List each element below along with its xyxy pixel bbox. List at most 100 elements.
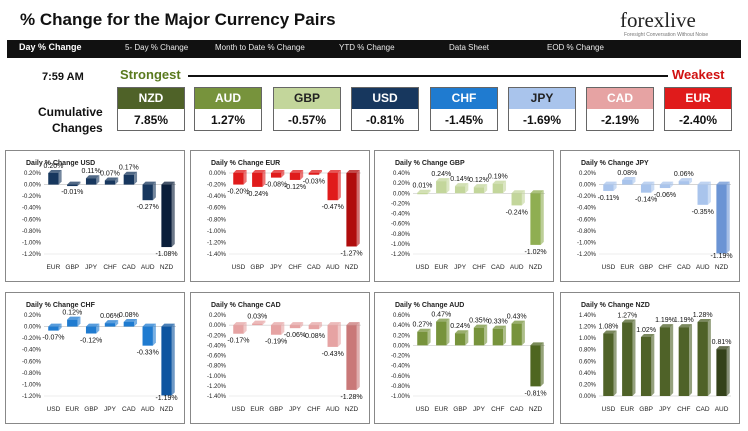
- forexlive-logo[interactable]: forexlive Foresight Conversation Without…: [620, 8, 734, 38]
- bar-side: [319, 322, 323, 330]
- x-tick-label: CAD: [510, 406, 524, 413]
- x-tick-label: NZD: [345, 264, 359, 271]
- data-label: 0.14%: [450, 176, 470, 183]
- tab-data-sheet[interactable]: Data Sheet: [449, 43, 490, 52]
- x-tick-label: USD: [602, 406, 616, 413]
- data-label: -0.14%: [635, 197, 657, 204]
- x-tick-label: CAD: [677, 264, 691, 271]
- logo-text: forexlive: [620, 8, 696, 32]
- x-tick-label: GBP: [639, 406, 653, 413]
- chart-panel-cad: Daily % Change CAD 0.20% 0.00% -0.20% -0.40%…: [190, 292, 370, 424]
- y-tick-label: 0.40%: [393, 323, 411, 329]
- bar-side: [262, 320, 266, 326]
- y-tick-label: -1.00%: [207, 374, 227, 380]
- bar-top: [104, 177, 119, 181]
- data-label: 0.35%: [469, 318, 489, 325]
- bar-side: [134, 318, 138, 327]
- data-label: 0.27%: [412, 322, 432, 329]
- bar-side: [96, 323, 100, 334]
- chart-title: Daily % Change NZD: [581, 302, 650, 309]
- data-label: 0.08%: [617, 170, 637, 177]
- bar-top: [142, 181, 156, 185]
- y-tick-label: -1.00%: [22, 382, 42, 388]
- bar: [492, 328, 504, 346]
- y-tick-label: -1.20%: [22, 394, 42, 400]
- bar-side: [77, 316, 81, 327]
- rank-box-nzd: NZD 7.85%: [117, 87, 185, 131]
- bar-side: [503, 325, 507, 346]
- page-title: % Change for the Major Currency Pairs: [20, 10, 336, 29]
- tab-eod-change[interactable]: EOD % Change: [547, 43, 604, 52]
- bar-top: [85, 175, 100, 179]
- x-tick-label: NZD: [715, 264, 729, 271]
- bar: [417, 192, 428, 195]
- data-label: -0.12%: [80, 338, 102, 345]
- x-tick-label: JPY: [454, 264, 467, 271]
- data-label: 1.02%: [636, 327, 656, 334]
- bar: [716, 349, 727, 396]
- bar-side: [337, 170, 341, 201]
- y-tick-label: 0.00%: [579, 394, 597, 400]
- data-label: 0.17%: [119, 165, 139, 172]
- bar-side: [726, 346, 730, 396]
- bar-side: [465, 330, 469, 346]
- bar: [492, 183, 504, 194]
- bar-chart: Daily % Change USD0.20%0.00%-0.20%-0.40%…: [22, 160, 178, 271]
- y-tick-label: 0.00%: [209, 171, 227, 177]
- y-tick-label: -0.80%: [207, 364, 227, 370]
- x-tick-label: CHF: [103, 264, 116, 271]
- tab-day-change[interactable]: Day % Change: [19, 42, 82, 52]
- data-label: -0.17%: [227, 338, 249, 345]
- rank-value: -0.81%: [365, 113, 405, 127]
- bar-top: [622, 176, 636, 180]
- bar-top: [716, 181, 730, 185]
- y-tick-label: 1.00%: [579, 336, 597, 342]
- bar-top: [697, 318, 711, 322]
- bar-side: [356, 170, 360, 247]
- bar-top: [67, 316, 81, 320]
- rank-code: USD: [352, 88, 418, 109]
- x-tick-label: CAD: [696, 406, 710, 413]
- tab-5-day-change[interactable]: 5- Day % Change: [125, 43, 189, 52]
- x-tick-label: GBP: [453, 406, 467, 413]
- data-label: -1.27%: [340, 250, 362, 257]
- data-label: -0.81%: [524, 390, 546, 397]
- y-tick-label: 0.00%: [393, 191, 411, 197]
- bar: [603, 333, 614, 396]
- chart-title: Daily % Change JPY: [581, 160, 649, 167]
- bar: [530, 345, 541, 387]
- rank-box-jpy: JPY -1.69%: [508, 87, 576, 131]
- data-label: -0.12%: [284, 184, 306, 191]
- y-tick-label: -1.20%: [391, 252, 411, 258]
- x-tick-label: JPY: [289, 406, 302, 413]
- bar-chart: Daily % Change CAD 0.20% 0.00% -0.20% -0.40%…: [207, 302, 363, 413]
- bar-top: [473, 184, 488, 188]
- tab-ytd-change[interactable]: YTD % Change: [339, 43, 395, 52]
- bar-top: [716, 346, 730, 350]
- bar-top: [697, 181, 711, 185]
- x-tick-label: EUR: [434, 406, 448, 413]
- data-label: 0.06%: [100, 313, 120, 320]
- bar: [603, 184, 614, 191]
- data-label: 0.20%: [43, 163, 63, 170]
- bar-side: [262, 170, 266, 187]
- tab-month-to-date-change[interactable]: Month to Date % Change: [215, 43, 305, 52]
- bar-top: [233, 322, 247, 326]
- rank-value: 7.85%: [133, 113, 169, 127]
- rank-code: NZD: [118, 88, 184, 109]
- bar: [716, 184, 727, 254]
- x-tick-label: EUR: [65, 406, 79, 413]
- bar-top: [492, 180, 507, 184]
- bar-top: [48, 170, 62, 173]
- bar: [473, 327, 485, 346]
- bar-top: [436, 318, 450, 322]
- data-label: -0.08%: [303, 333, 325, 340]
- bar: [697, 321, 708, 396]
- tab-bar: Day % Change 5- Day % Change Month to Da…: [7, 40, 741, 58]
- chart-panel-jpy: Daily % Change JPY 0.20% 0.00% -0.20% -0.40%…: [560, 150, 740, 282]
- y-tick-label: 0.00%: [209, 323, 227, 329]
- y-tick-label: -0.20%: [22, 194, 42, 200]
- bar: [289, 325, 301, 329]
- bar-top: [473, 324, 488, 328]
- chart-title: Daily % Change GBP: [395, 160, 465, 167]
